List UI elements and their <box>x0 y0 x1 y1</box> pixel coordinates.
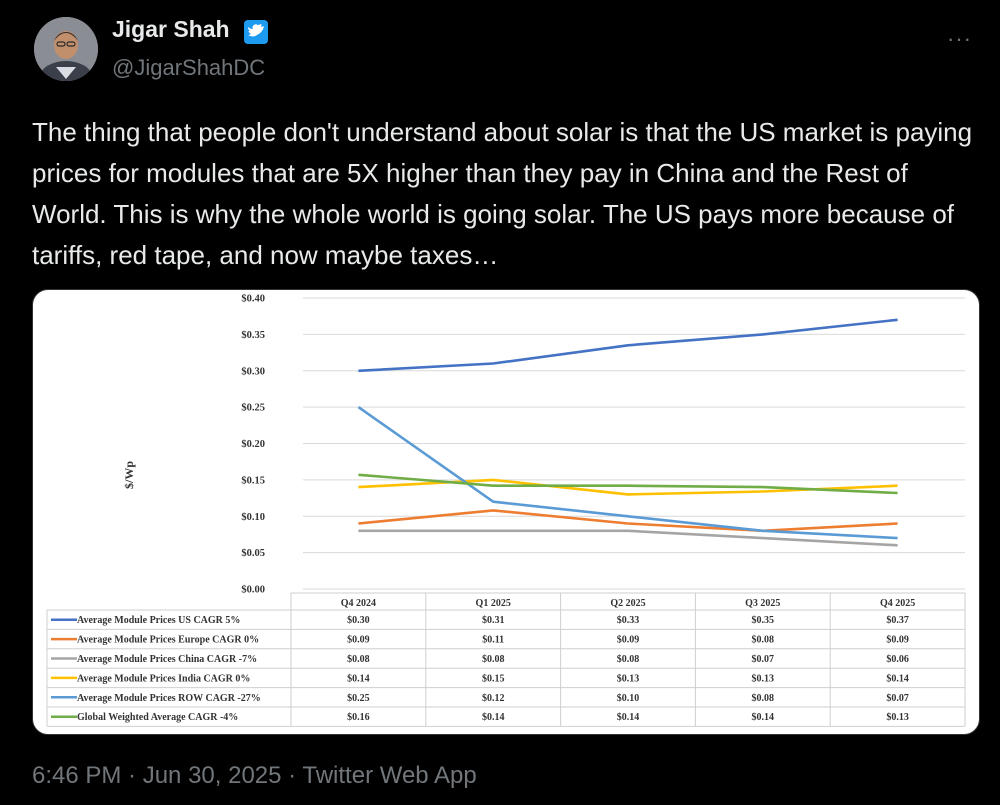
data-label: $0.07 <box>752 654 775 665</box>
y-tick-label: $0.10 <box>241 512 265 523</box>
data-label: $0.08 <box>752 635 775 646</box>
y-tick-label: $0.25 <box>241 403 265 414</box>
more-options-icon[interactable]: ··· <box>947 26 972 51</box>
data-label: $0.11 <box>482 635 504 646</box>
data-label: $0.09 <box>347 635 370 646</box>
data-label: $0.35 <box>752 615 775 626</box>
data-label: $0.10 <box>617 693 640 704</box>
avatar[interactable] <box>34 17 98 81</box>
data-label: $0.14 <box>752 712 775 723</box>
data-label: $0.16 <box>347 712 370 723</box>
avatar-image <box>34 17 98 81</box>
data-label: $0.30 <box>347 615 370 626</box>
legend-label: Average Module Prices Europe CAGR 0% <box>77 635 259 646</box>
series-line <box>358 509 898 533</box>
x-tick-label: Q3 2025 <box>745 598 780 609</box>
y-tick-label: $0.30 <box>241 366 265 377</box>
data-label: $0.14 <box>482 712 505 723</box>
y-tick-label: $0.00 <box>241 585 265 596</box>
series-line <box>358 473 898 495</box>
x-tick-label: Q2 2025 <box>610 598 645 609</box>
author-name[interactable]: Jigar Shah <box>112 16 230 42</box>
y-tick-label: $0.15 <box>241 475 265 486</box>
data-label: $0.07 <box>886 693 909 704</box>
data-label: $0.33 <box>617 615 640 626</box>
verified-badge-icon <box>244 20 268 44</box>
tweet-media-chart[interactable]: $0.00 $0.05 $0.10 $0.15 $0.20 $0.25 $0.30 $0.35… <box>32 289 980 735</box>
data-label: $0.08 <box>347 654 370 665</box>
x-tick-label: Q4 2024 <box>341 598 376 609</box>
data-label: $0.14 <box>347 673 370 684</box>
data-label: $0.37 <box>886 615 909 626</box>
data-label: $0.14 <box>886 673 909 684</box>
legend-label: Average Module Prices ROW CAGR -27% <box>77 693 261 704</box>
data-label: $0.12 <box>482 693 505 704</box>
data-label: $0.08 <box>482 654 505 665</box>
legend-label: Average Module Prices China CAGR -7% <box>77 654 257 665</box>
data-label: $0.09 <box>886 635 909 646</box>
data-label: $0.25 <box>347 693 370 704</box>
y-tick-label: $0.35 <box>241 330 265 341</box>
data-label: $0.31 <box>482 615 505 626</box>
data-label: $0.08 <box>617 654 640 665</box>
series-line <box>358 318 898 373</box>
series-line <box>357 406 898 540</box>
legend-label: Average Module Prices US CAGR 5% <box>77 615 240 626</box>
x-tick-label: Q1 2025 <box>476 598 511 609</box>
legend-label: Average Module Prices India CAGR 0% <box>77 673 250 684</box>
legend-label: Global Weighted Average CAGR -4% <box>77 712 238 723</box>
data-label: $0.06 <box>886 654 909 665</box>
author-handle[interactable]: @JigarShahDC <box>112 55 266 80</box>
y-axis-label: $/Wp <box>122 461 136 489</box>
tweet-timestamp[interactable]: 6:46 PM · Jun 30, 2025 · Twitter Web App <box>32 762 477 789</box>
y-tick-label: $0.20 <box>241 439 265 450</box>
y-tick-label: $0.05 <box>241 548 265 559</box>
x-tick-label: Q4 2025 <box>880 598 915 609</box>
chart-svg: $0.00 $0.05 $0.10 $0.15 $0.20 $0.25 $0.30 $0.35… <box>46 294 966 727</box>
data-label: $0.08 <box>752 693 775 704</box>
data-label: $0.13 <box>752 673 775 684</box>
data-label: $0.13 <box>617 673 640 684</box>
series-line <box>358 529 898 547</box>
tweet-text: The thing that people don't understand a… <box>32 117 973 270</box>
data-label: $0.13 <box>886 712 909 723</box>
data-label: $0.15 <box>482 673 505 684</box>
data-label: $0.09 <box>617 635 640 646</box>
data-label: $0.14 <box>617 712 640 723</box>
y-tick-label: $0.40 <box>241 294 265 305</box>
